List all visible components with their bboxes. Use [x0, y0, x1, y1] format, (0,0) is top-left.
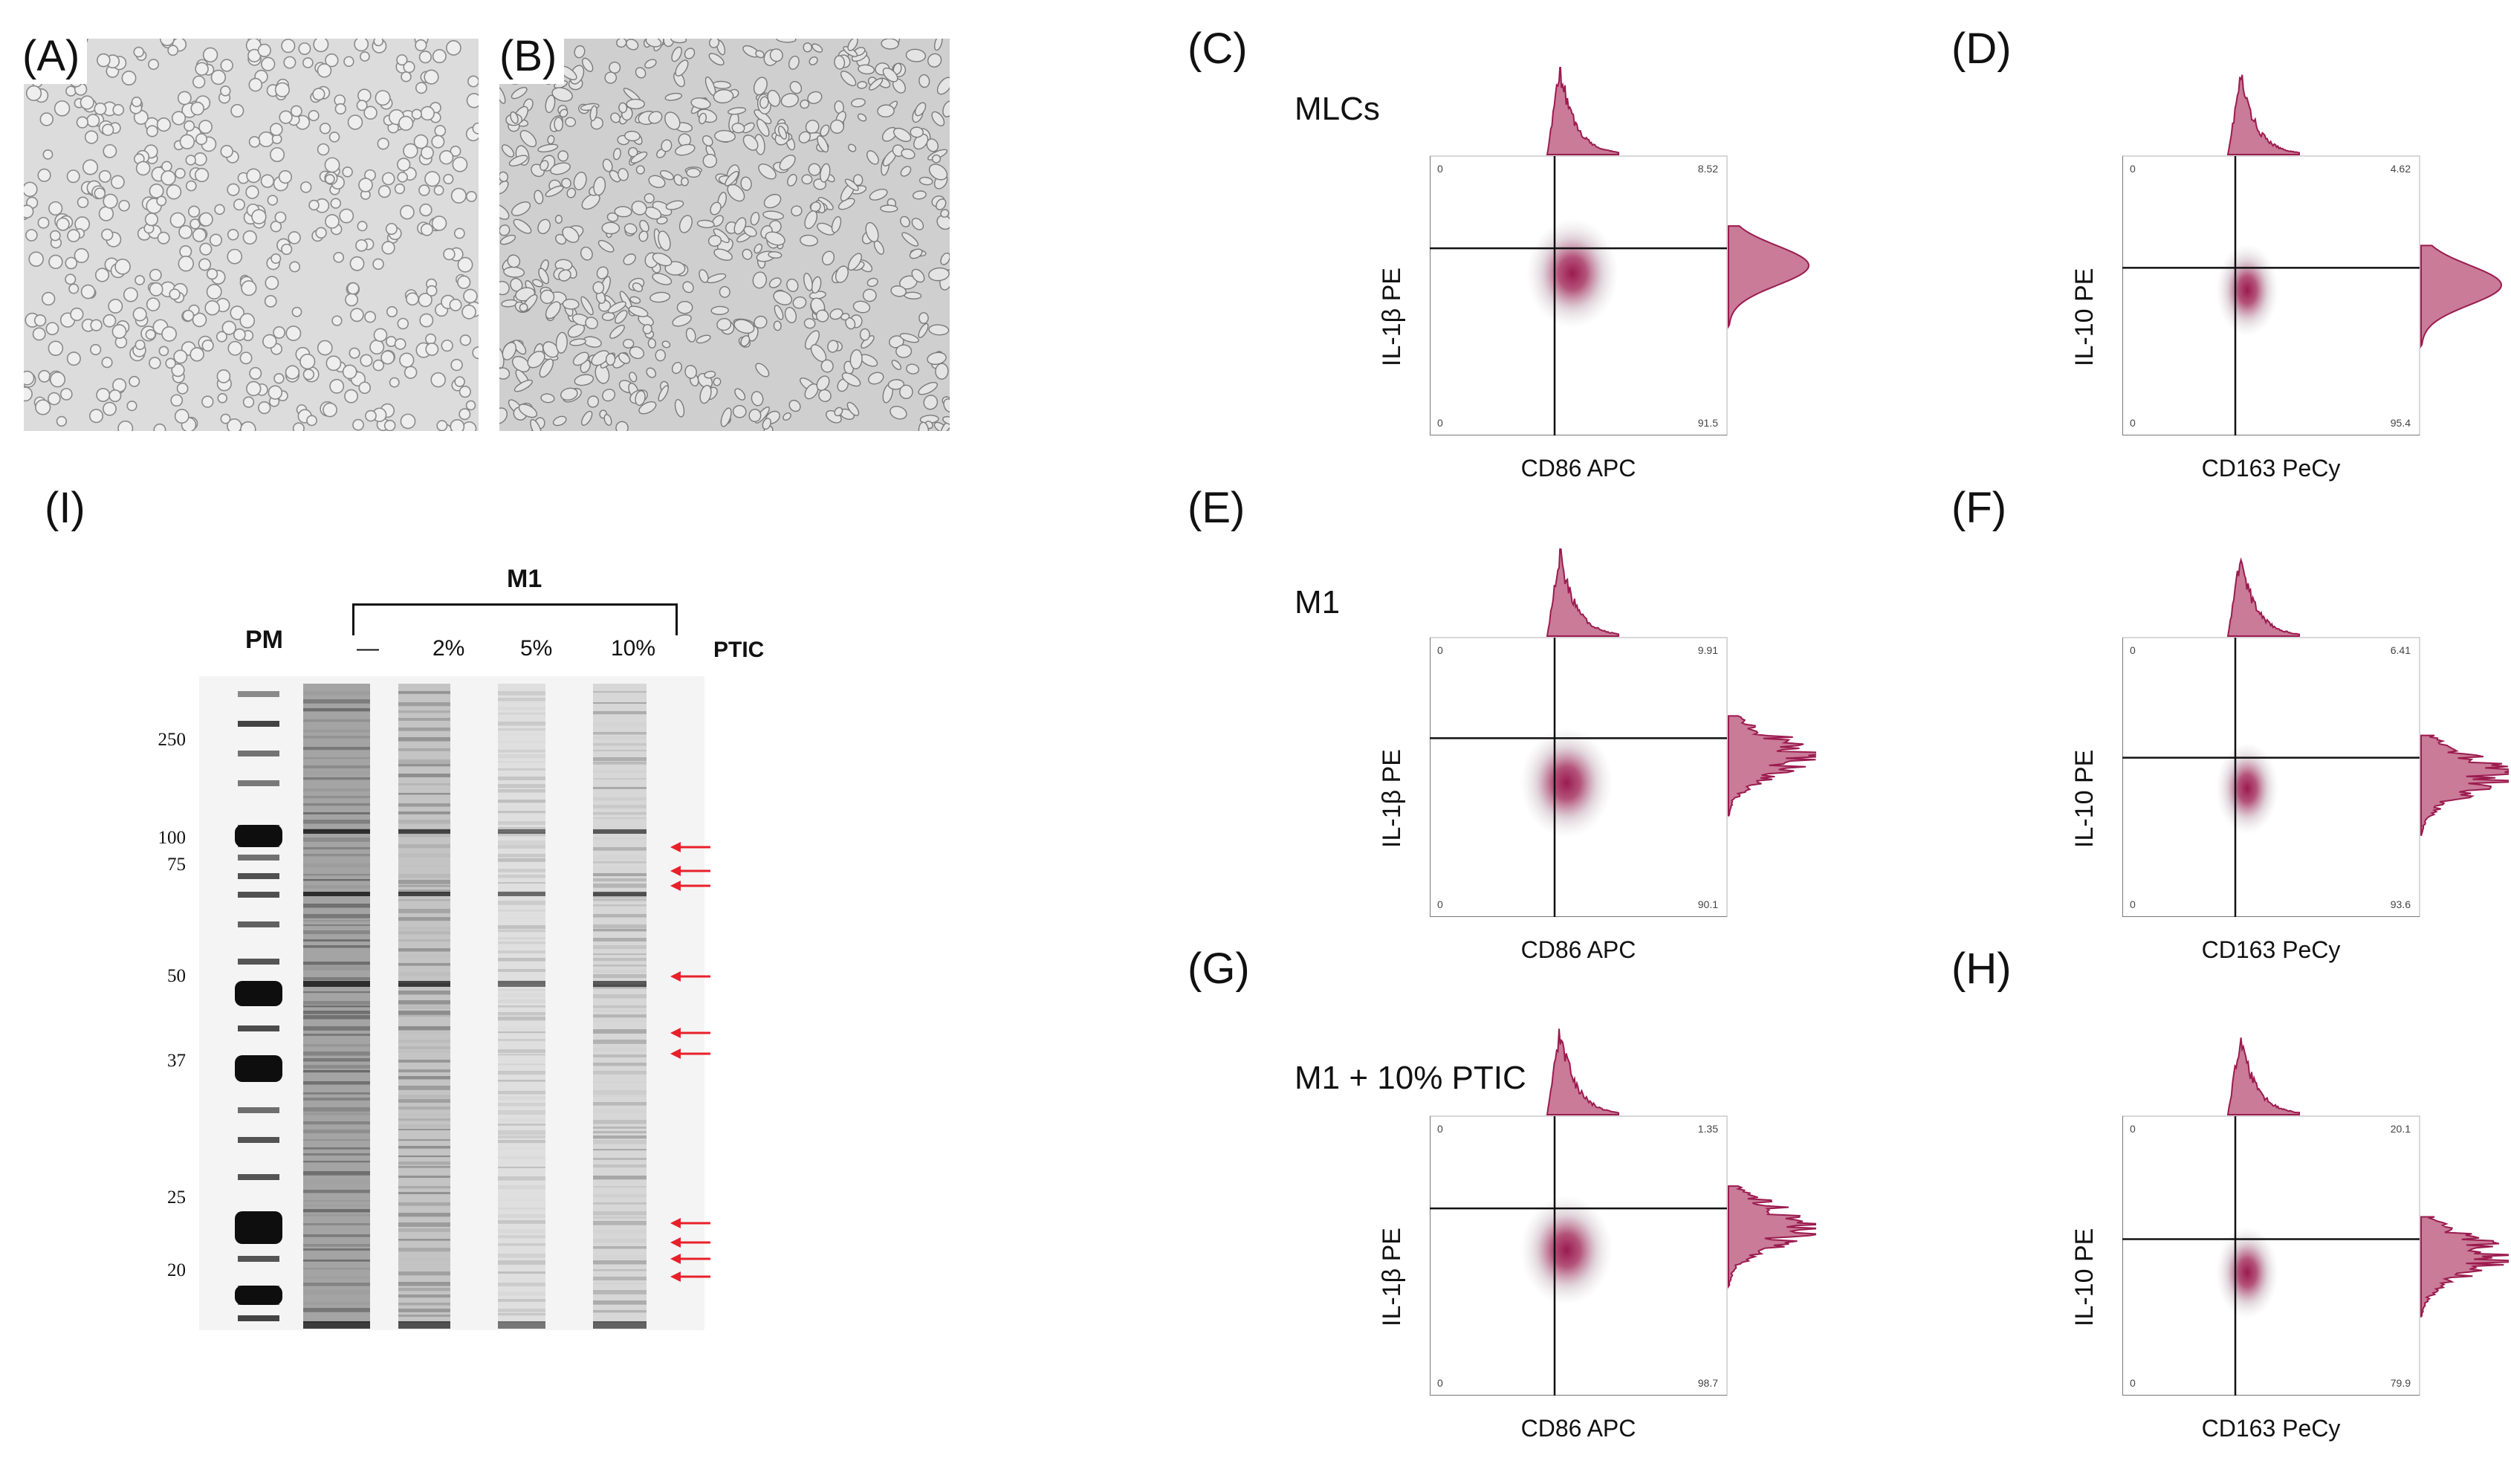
flow-plot-h: 0 20.1 0 79.9: [2122, 1027, 2511, 1396]
x-axis-label-f: CD163 PeCy: [2201, 936, 2341, 963]
flow-plot-d: 0 4.62 0 95.4: [2122, 67, 2509, 436]
quadrant-value-q-tl: 0: [2130, 644, 2136, 656]
x-axis-label-c: CD86 APC: [1520, 455, 1636, 482]
quadrant-value-q-br: 98.7: [1698, 1377, 1718, 1389]
quadrant-value-q-tr: 9.91: [1698, 644, 1718, 656]
quadrant-value-q-tr: 6.41: [2391, 644, 2411, 656]
gel-lane-label-1: 2%: [432, 636, 465, 661]
quadrant-value-q-bl: 0: [2130, 1377, 2136, 1389]
gel-lane-label-2: 5%: [520, 636, 553, 661]
micrograph-a: [24, 39, 479, 431]
y-axis-label-f: IL-10 PE: [2070, 749, 2099, 848]
gel-group-label: M1: [507, 565, 542, 593]
mw-marker-100: 100: [158, 828, 187, 848]
quadrant-value-q-br: 79.9: [2391, 1377, 2411, 1389]
quadrant-value-q-tl: 0: [1437, 1123, 1443, 1135]
gel-arrows: [667, 832, 727, 1293]
quadrant-value-q-bl: 0: [1437, 417, 1443, 429]
x-axis-label-e: CD86 APC: [1520, 936, 1636, 963]
quadrant-value-q-tr: 4.62: [2391, 163, 2411, 175]
y-axis-label-g: IL-1β PE: [1378, 1228, 1406, 1326]
x-axis-label-g: CD86 APC: [1520, 1415, 1636, 1442]
quadrant-value-q-br: 95.4: [2391, 417, 2411, 429]
quadrant-value-q-bl: 0: [1437, 1377, 1443, 1389]
micrograph-b: [499, 39, 950, 431]
gel-image: [199, 676, 704, 1330]
gel-group-bracket: [352, 603, 678, 635]
quadrant-value-q-br: 90.1: [1698, 898, 1718, 910]
quadrant-value-q-br: 91.5: [1698, 417, 1718, 429]
panel-letter-c: (C): [1188, 25, 1248, 73]
condition-label-g: M1 + 10% PTIC: [1295, 1060, 1526, 1096]
panel-letter-h: (H): [1951, 944, 2012, 993]
quadrant-value-q-tr: 8.52: [1698, 163, 1718, 175]
quadrant-value-q-tl: 0: [1437, 644, 1443, 656]
flow-plot-e: 0 9.91 0 90.1: [1429, 542, 1830, 918]
panel-letter-f: (F): [1951, 484, 2007, 532]
x-axis-label-h: CD163 PeCy: [2201, 1415, 2341, 1442]
flow-plot-g: 0 1.35 0 98.7: [1429, 1027, 1826, 1396]
quadrant-value-q-bl: 0: [2130, 898, 2136, 910]
panel-letter-i: (I): [45, 484, 85, 532]
mw-marker-37: 37: [167, 1051, 186, 1071]
x-axis-label-d: CD163 PeCy: [2201, 455, 2341, 482]
quadrant-value-q-tl: 0: [2130, 163, 2136, 175]
quadrant-value-q-bl: 0: [1437, 898, 1443, 910]
condition-label-e: M1: [1295, 584, 1341, 621]
mw-marker-250: 250: [158, 730, 187, 750]
mw-marker-25: 25: [167, 1187, 186, 1208]
panel-letter-g: (G): [1188, 944, 1250, 993]
y-axis-label-c: IL-1β PE: [1378, 268, 1406, 366]
y-axis-label-d: IL-10 PE: [2070, 268, 2099, 366]
flow-plot-f: 0 6.41 0 93.6: [2122, 548, 2511, 918]
flow-plot-c: 0 8.52 0 91.5: [1429, 61, 1816, 436]
mw-marker-20: 20: [167, 1260, 186, 1280]
y-axis-label-h: IL-10 PE: [2070, 1228, 2099, 1326]
mw-marker-75: 75: [167, 855, 186, 875]
panel-letter-e: (E): [1188, 484, 1245, 532]
quadrant-value-q-tr: 1.35: [1698, 1123, 1718, 1135]
quadrant-value-q-bl: 0: [2130, 417, 2136, 429]
gel-lane-label-0: —: [357, 636, 379, 661]
quadrant-value-q-tr: 20.1: [2391, 1123, 2411, 1135]
quadrant-value-q-tl: 0: [2130, 1123, 2136, 1135]
y-axis-label-e: IL-1β PE: [1378, 749, 1406, 848]
gel-treatment-label: PTIC: [713, 638, 765, 662]
gel-lane-label-3: 10%: [611, 636, 656, 661]
panel-letter-b: (B): [499, 31, 565, 84]
gel-marker-label: PM: [245, 626, 283, 654]
panel-letter-a: (A): [22, 31, 88, 84]
panel-letter-d: (D): [1951, 25, 2012, 73]
mw-marker-50: 50: [167, 966, 186, 986]
condition-label-c: MLCs: [1295, 91, 1380, 127]
quadrant-value-q-tl: 0: [1437, 163, 1443, 175]
quadrant-value-q-br: 93.6: [2391, 898, 2411, 910]
